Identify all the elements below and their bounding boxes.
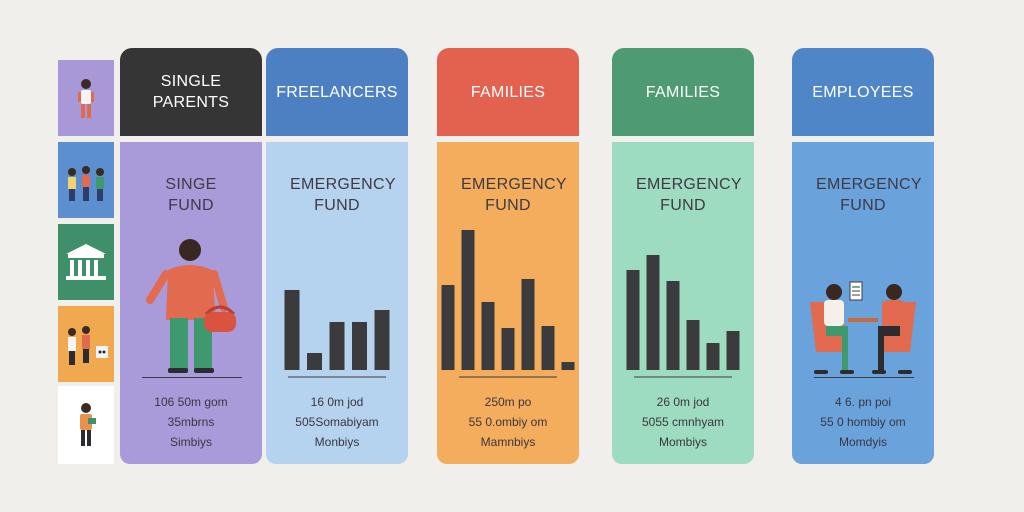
chart-bar [329,322,345,370]
column-header[interactable]: FREELANCERS [266,48,408,136]
single-parent-icon [78,79,94,118]
stat-line: 5055 cmnhyam [641,415,725,429]
chart-bar [521,279,535,370]
chart-bar [501,328,515,370]
stat-line: 505Somabiyam [295,415,379,429]
fund-title: EMERGENCY FUND [461,176,567,214]
stats-block: 26 0m jod 5055 cmnhyam Mombiys [612,392,754,452]
bar-chart [441,230,575,378]
stat-line: Simbiys [169,435,212,449]
stat-line: 16 0m jod [310,395,364,409]
freelancers-icon [68,166,104,201]
stat-line: 106 50m gom [154,395,228,409]
column-3: FAMILIES EMERGENCY FUND 26 0m jod 5055 cmnh… [612,48,754,464]
column-body: EMERGENCY FUND 4 6. pn poi 55 0 hombiy om M… [792,142,934,464]
chart-bar [706,343,720,370]
chart-bar [626,270,640,370]
column-body: EMERGENCY FUND 250m po 55 0.ombiy om Mamnbi… [437,142,579,464]
employee-icon [80,403,96,446]
chart-bar [541,326,555,370]
stat-line: 26 0m jod [656,395,710,409]
fund-title: EMERGENCY FUND [816,176,922,214]
illustration-baseline [814,377,914,378]
fund-title: EMERGENCY FUND [290,176,396,214]
column-header[interactable]: FAMILIES [612,48,754,136]
sidebar-tile-bank[interactable] [58,224,114,300]
column-body: EMERGENCY FUND 16 0m jod 505Somabiyam Monbi… [266,142,408,464]
chart-bar [646,255,660,370]
chart-bar [374,310,390,370]
sidebar-tile-freelancers[interactable] [58,142,114,218]
chart-bar [352,322,367,370]
stats-block: 106 50m gom 35mbrns Simbiys [120,392,262,452]
column-2: FAMILIES EMERGENCY FUND 250m po 55 0.ombiy … [437,48,579,464]
family-icon [68,326,108,365]
fund-title: EMERGENCY FUND [636,176,742,214]
chart-bar [686,320,700,370]
column-header[interactable]: SINGLE PARENTS [120,48,262,136]
stats-block: 250m po 55 0.ombiy om Mamnbiys [437,392,579,452]
column-4: EMPLOYEES EMERGENCY FUND 4 6. pn poi 55 0 h… [792,48,934,464]
chart-bar [726,331,740,370]
column-header[interactable]: FAMILIES [437,48,579,136]
column-body: SINGE FUND 106 50m gom 35mbrns Simbiys [120,142,262,464]
stat-line: Mamnbiys [480,435,536,449]
woman-with-handbag-icon [146,239,236,373]
stat-line: 55 0 hombiy om [820,415,906,429]
chart-bar [561,362,575,370]
stat-line: 35mbrns [167,415,215,429]
bar-chart [284,290,390,378]
sidebar-tile-single-parent[interactable] [58,60,114,136]
sidebar-tile-family[interactable] [58,306,114,382]
column-1: FREELANCERS EMERGENCY FUND 16 0m jod 505Som… [266,48,408,464]
chart-bar [307,353,322,370]
stat-line: 4 6. pn poi [834,395,892,409]
bank-building-icon [66,244,106,280]
chart-bar [481,302,495,370]
bar-chart [626,255,740,378]
stat-line: 250m po [484,395,532,409]
stat-line: 55 0.ombiy om [468,415,548,429]
column-0: SINGLE PARENTS SINGE FUND 106 50m gom 35mbr… [120,48,262,464]
illustration-baseline [142,377,242,378]
stat-line: Mombiys [658,435,707,449]
chart-bar [284,290,300,370]
stat-line: Monbiys [314,435,360,449]
chart-bar [441,285,455,370]
stats-block: 4 6. pn poi 55 0 hombiy om Momdyis [792,392,934,452]
stat-line: Momdyis [838,435,887,449]
column-header[interactable]: EMPLOYEES [792,48,934,136]
two-people-meeting-icon [810,281,916,374]
chart-bar [461,230,475,370]
chart-bar [666,281,680,370]
sidebar-tile-employee[interactable] [58,386,114,464]
fund-title: SINGE FUND [165,176,217,214]
stats-block: 16 0m jod 505Somabiyam Monbiys [266,392,408,452]
column-body: EMERGENCY FUND 26 0m jod 5055 cmnhyam Mombi… [612,142,754,464]
